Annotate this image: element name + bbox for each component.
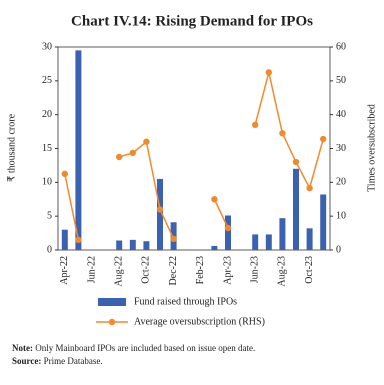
bar <box>75 50 82 251</box>
line-marker <box>75 236 82 244</box>
y-axis-label: ₹ thousand crore <box>6 113 17 182</box>
bar <box>157 178 163 250</box>
line-marker <box>170 235 177 243</box>
bar <box>61 229 68 250</box>
legend-label: Average oversubscription (RHS) <box>134 316 265 327</box>
source-text: Prime Database. <box>44 356 103 366</box>
source: Source: Prime Database. <box>12 356 103 366</box>
line-marker <box>265 69 272 76</box>
bar <box>320 194 327 250</box>
legend-swatch <box>98 298 126 306</box>
legend-swatch-marker <box>108 318 116 326</box>
note-label: Note: <box>12 343 33 353</box>
bar <box>116 240 123 250</box>
y2-tick-label: 20 <box>336 177 346 188</box>
y-tick-label: 25 <box>42 75 52 86</box>
x-tick-label: Jun-23 <box>249 256 260 283</box>
x-tick-label: Oct-22 <box>141 256 152 284</box>
y-tick-label: 10 <box>42 177 52 188</box>
y-tick-label: 0 <box>47 244 52 255</box>
x-tick-label: Jun-22 <box>86 256 97 283</box>
bar <box>293 168 299 250</box>
y2-tick-label: 30 <box>336 143 346 154</box>
y-tick-label: 30 <box>42 41 52 52</box>
x-tick-label: Apr-22 <box>59 256 70 285</box>
y2-axis-label: Times oversubscribed <box>366 104 377 192</box>
line-marker <box>129 149 136 157</box>
line-marker <box>116 153 123 161</box>
line-marker <box>292 158 300 166</box>
bar <box>265 234 272 250</box>
legend-label: Fund raised through IPOs <box>134 296 237 307</box>
note-text: Only Mainboard IPOs are included based o… <box>35 343 255 353</box>
y-tick-label: 20 <box>42 109 52 120</box>
x-tick-label: Feb-23 <box>195 256 206 284</box>
bar <box>225 215 231 250</box>
bar <box>252 234 259 250</box>
bar <box>279 218 286 250</box>
line-marker <box>61 170 68 178</box>
y2-tick-label: 40 <box>336 109 346 120</box>
y2-tick-label: 60 <box>336 41 346 52</box>
line-marker <box>306 184 313 192</box>
line-marker <box>252 121 259 129</box>
bar <box>129 239 136 250</box>
line-marker <box>211 196 218 203</box>
bar <box>143 241 150 250</box>
y-tick-label: 5 <box>47 210 52 221</box>
line-marker <box>320 135 327 143</box>
y2-tick-label: 0 <box>336 244 341 255</box>
bar <box>211 245 218 250</box>
x-tick-label: Oct-23 <box>304 256 315 284</box>
x-tick-label: Aug-23 <box>277 256 288 287</box>
source-label: Source: <box>12 356 41 366</box>
line <box>64 72 324 241</box>
y-tick-label: 15 <box>42 143 52 154</box>
note: Note: Only Mainboard IPOs are included b… <box>12 343 255 353</box>
y2-tick-label: 50 <box>336 75 346 86</box>
bar <box>306 228 313 250</box>
line-marker <box>279 130 286 137</box>
x-tick-label: Dec-22 <box>168 256 179 285</box>
y2-tick-label: 10 <box>336 210 346 221</box>
x-tick-label: Aug-22 <box>113 256 124 287</box>
line-marker <box>143 138 150 145</box>
x-tick-label: Apr-23 <box>222 256 233 285</box>
chart-title: Chart IV.14: Rising Demand for IPOs <box>71 13 313 29</box>
line-marker <box>224 224 232 232</box>
line-marker <box>156 206 164 213</box>
